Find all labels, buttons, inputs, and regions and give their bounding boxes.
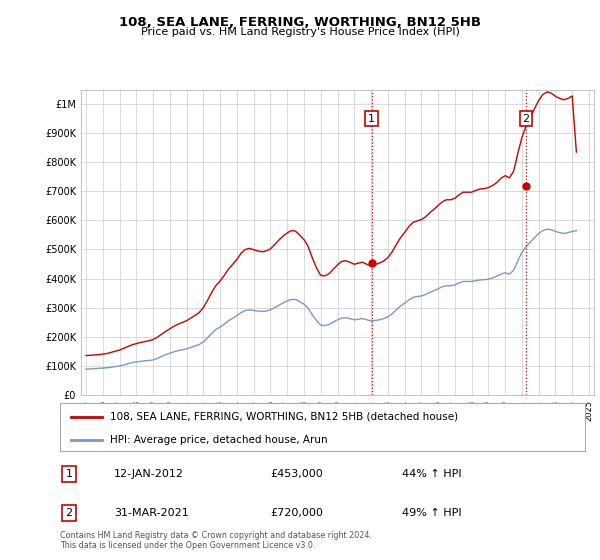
Text: 2: 2 [65,508,73,518]
Text: 31-MAR-2021: 31-MAR-2021 [114,508,189,518]
Text: HPI: Average price, detached house, Arun: HPI: Average price, detached house, Arun [110,435,328,445]
Text: 1: 1 [65,469,73,479]
Text: £453,000: £453,000 [270,469,323,479]
Text: 2: 2 [523,114,530,124]
Text: 44% ↑ HPI: 44% ↑ HPI [402,469,461,479]
Text: 108, SEA LANE, FERRING, WORTHING, BN12 5HB: 108, SEA LANE, FERRING, WORTHING, BN12 5… [119,16,481,29]
Text: 108, SEA LANE, FERRING, WORTHING, BN12 5HB (detached house): 108, SEA LANE, FERRING, WORTHING, BN12 5… [110,412,458,422]
Text: 1: 1 [368,114,375,124]
Text: 12-JAN-2012: 12-JAN-2012 [114,469,184,479]
FancyBboxPatch shape [60,403,585,451]
Text: Price paid vs. HM Land Registry's House Price Index (HPI): Price paid vs. HM Land Registry's House … [140,27,460,38]
Text: 49% ↑ HPI: 49% ↑ HPI [402,508,461,518]
Text: Contains HM Land Registry data © Crown copyright and database right 2024.
This d: Contains HM Land Registry data © Crown c… [60,530,372,550]
Text: £720,000: £720,000 [270,508,323,518]
